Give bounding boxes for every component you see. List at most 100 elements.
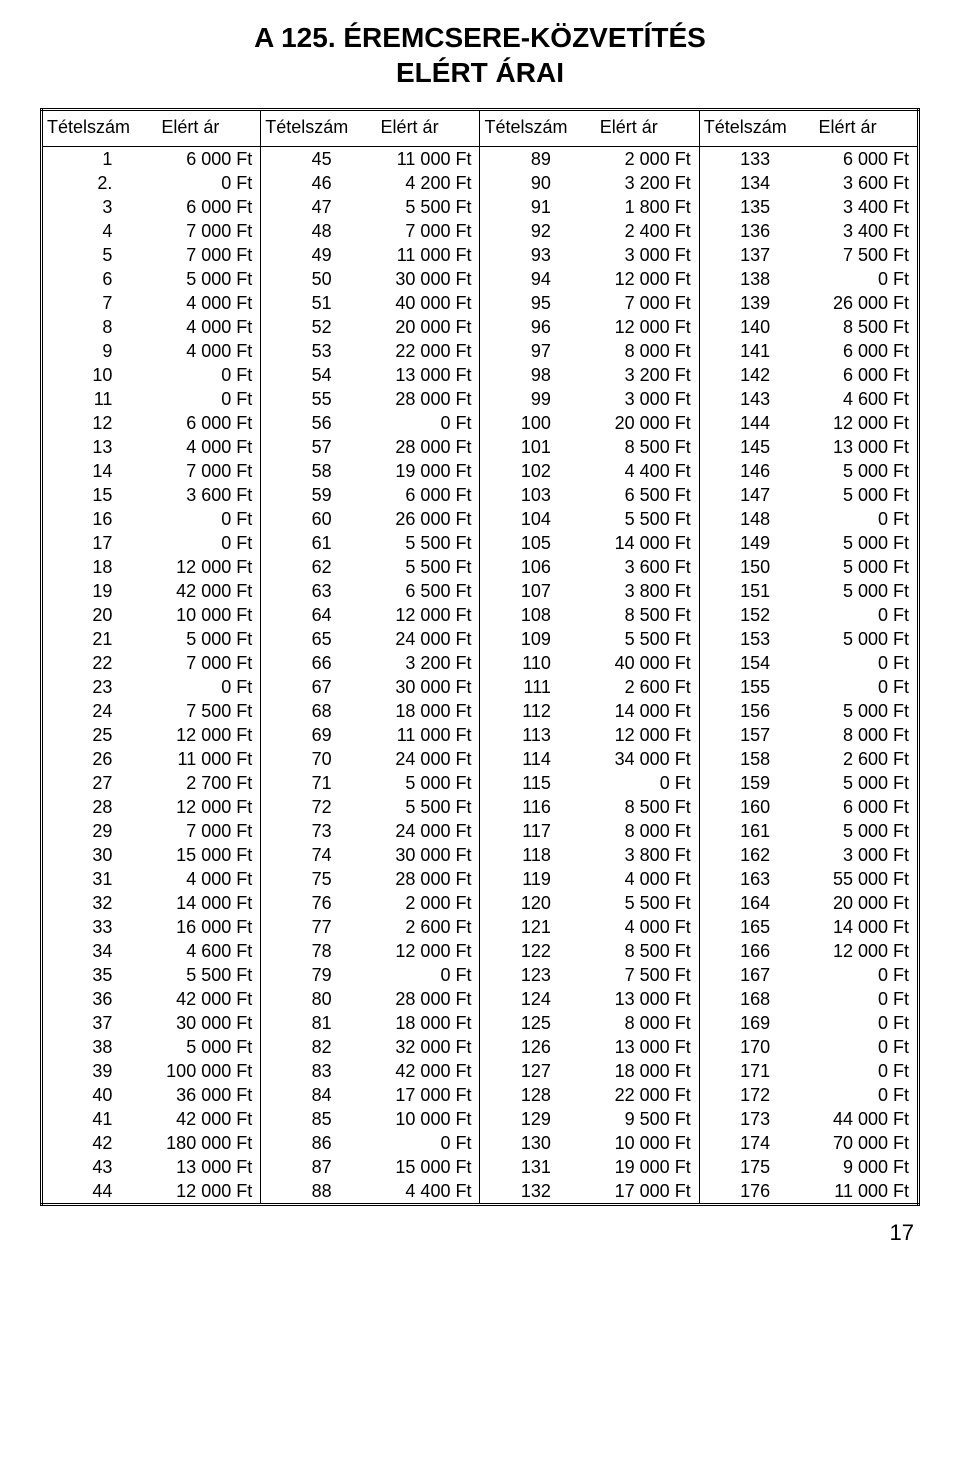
price: 15 000 Ft [340, 1155, 480, 1179]
table-row: 247 500 Ft6818 000 Ft11214 000 Ft1565 00… [42, 699, 919, 723]
lot-number: 87 [261, 1155, 340, 1179]
price: 9 000 Ft [778, 1155, 918, 1179]
price: 15 000 Ft [120, 843, 260, 867]
price: 7 000 Ft [120, 243, 260, 267]
price: 12 000 Ft [559, 267, 699, 291]
table-row: 110 Ft5528 000 Ft993 000 Ft1434 600 Ft [42, 387, 919, 411]
lot-number: 127 [480, 1059, 559, 1083]
lot-number: 23 [42, 675, 121, 699]
price: 18 000 Ft [340, 699, 480, 723]
table-row: 84 000 Ft5220 000 Ft9612 000 Ft1408 500 … [42, 315, 919, 339]
lot-number: 28 [42, 795, 121, 819]
price: 11 000 Ft [340, 723, 480, 747]
table-row: 16 000 Ft4511 000 Ft892 000 Ft1336 000 F… [42, 147, 919, 172]
price: 4 400 Ft [340, 1179, 480, 1205]
price: 4 600 Ft [778, 387, 918, 411]
price: 5 500 Ft [559, 507, 699, 531]
table-row: 2512 000 Ft6911 000 Ft11312 000 Ft1578 0… [42, 723, 919, 747]
price: 3 800 Ft [559, 843, 699, 867]
table-row: 215 000 Ft6524 000 Ft1095 500 Ft1535 000… [42, 627, 919, 651]
lot-number: 94 [480, 267, 559, 291]
price: 28 000 Ft [340, 387, 480, 411]
lot-number: 8 [42, 315, 121, 339]
price: 5 000 Ft [120, 627, 260, 651]
table-row: 134 000 Ft5728 000 Ft1018 500 Ft14513 00… [42, 435, 919, 459]
table-row: 47 000 Ft487 000 Ft922 400 Ft1363 400 Ft [42, 219, 919, 243]
header-price: Elért ár [120, 110, 260, 147]
lot-number: 114 [480, 747, 559, 771]
lot-number: 42 [42, 1131, 121, 1155]
price: 0 Ft [778, 651, 918, 675]
lot-number: 38 [42, 1035, 121, 1059]
price: 5 500 Ft [559, 891, 699, 915]
price-table: Tételszám Elért ár Tételszám Elért ár Té… [40, 108, 920, 1206]
lot-number: 150 [699, 555, 778, 579]
lot-number: 20 [42, 603, 121, 627]
lot-number: 82 [261, 1035, 340, 1059]
lot-number: 99 [480, 387, 559, 411]
lot-number: 103 [480, 483, 559, 507]
price: 7 000 Ft [340, 219, 480, 243]
lot-number: 168 [699, 987, 778, 1011]
lot-number: 24 [42, 699, 121, 723]
price: 2 000 Ft [559, 147, 699, 172]
lot-number: 135 [699, 195, 778, 219]
lot-number: 104 [480, 507, 559, 531]
price: 5 000 Ft [778, 459, 918, 483]
lot-number: 162 [699, 843, 778, 867]
lot-number: 144 [699, 411, 778, 435]
lot-number: 29 [42, 819, 121, 843]
table-row: 2812 000 Ft725 500 Ft1168 500 Ft1606 000… [42, 795, 919, 819]
price: 17 000 Ft [340, 1083, 480, 1107]
lot-number: 66 [261, 651, 340, 675]
price: 11 000 Ft [340, 147, 480, 172]
lot-number: 151 [699, 579, 778, 603]
lot-number: 5 [42, 243, 121, 267]
price: 22 000 Ft [340, 339, 480, 363]
lot-number: 34 [42, 939, 121, 963]
lot-number: 58 [261, 459, 340, 483]
price: 14 000 Ft [559, 531, 699, 555]
price: 12 000 Ft [778, 939, 918, 963]
lot-number: 52 [261, 315, 340, 339]
price: 8 500 Ft [778, 315, 918, 339]
price: 5 500 Ft [120, 963, 260, 987]
price: 18 000 Ft [559, 1059, 699, 1083]
price: 20 000 Ft [778, 891, 918, 915]
table-row: 100 Ft5413 000 Ft983 200 Ft1426 000 Ft [42, 363, 919, 387]
price: 24 000 Ft [340, 819, 480, 843]
lot-number: 111 [480, 675, 559, 699]
lot-number: 107 [480, 579, 559, 603]
lot-number: 85 [261, 1107, 340, 1131]
price: 11 000 Ft [120, 747, 260, 771]
price: 4 000 Ft [120, 315, 260, 339]
lot-number: 175 [699, 1155, 778, 1179]
price: 0 Ft [778, 987, 918, 1011]
lot-number: 6 [42, 267, 121, 291]
price: 0 Ft [778, 1083, 918, 1107]
table-row: 230 Ft6730 000 Ft1112 600 Ft1550 Ft [42, 675, 919, 699]
lot-number: 17 [42, 531, 121, 555]
lot-number: 130 [480, 1131, 559, 1155]
price: 5 000 Ft [778, 579, 918, 603]
lot-number: 55 [261, 387, 340, 411]
lot-number: 72 [261, 795, 340, 819]
lot-number: 92 [480, 219, 559, 243]
lot-number: 32 [42, 891, 121, 915]
table-row: 3015 000 Ft7430 000 Ft1183 800 Ft1623 00… [42, 843, 919, 867]
price: 0 Ft [120, 363, 260, 387]
lot-number: 136 [699, 219, 778, 243]
lot-number: 56 [261, 411, 340, 435]
price: 0 Ft [120, 675, 260, 699]
table-row: 3316 000 Ft772 600 Ft1214 000 Ft16514 00… [42, 915, 919, 939]
price: 7 000 Ft [559, 291, 699, 315]
lot-number: 98 [480, 363, 559, 387]
table-row: 1942 000 Ft636 500 Ft1073 800 Ft1515 000… [42, 579, 919, 603]
lot-number: 61 [261, 531, 340, 555]
lot-number: 83 [261, 1059, 340, 1083]
price: 0 Ft [340, 963, 480, 987]
table-row: 227 000 Ft663 200 Ft11040 000 Ft1540 Ft [42, 651, 919, 675]
price: 8 000 Ft [778, 723, 918, 747]
table-row: 314 000 Ft7528 000 Ft1194 000 Ft16355 00… [42, 867, 919, 891]
lot-number: 22 [42, 651, 121, 675]
